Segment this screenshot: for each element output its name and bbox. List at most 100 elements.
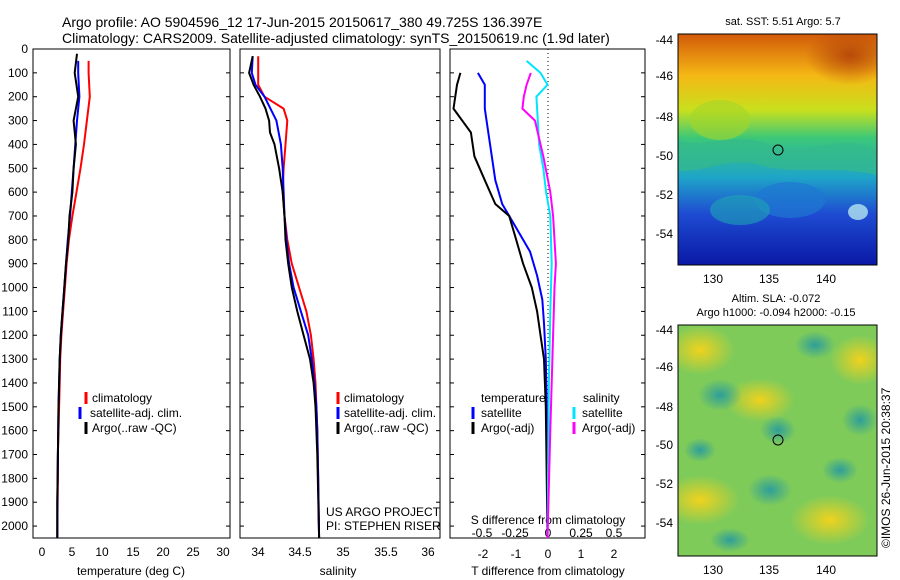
sst-lat-label: -46	[656, 69, 674, 83]
sdiff-tick-label: 0.25	[569, 526, 593, 540]
diff-top-ticks: -0.5 -0.25 0 0.25 0.5	[472, 526, 623, 540]
imos-credit: ©IMOS 26-Jun-2015 20:38:37	[879, 387, 893, 548]
pi-note: PI: STEPHEN RISER	[326, 519, 441, 533]
depth-tick-label: 1000	[1, 281, 28, 295]
profile-line-argo-raw-qc	[56, 53, 80, 538]
depth-tick-label: 900	[8, 257, 28, 271]
temp-tick-label: 10	[95, 545, 109, 559]
depth-tick-label: 600	[8, 185, 28, 199]
sst-map-frame	[677, 33, 878, 266]
legend-label: satellite	[481, 406, 522, 420]
sla-lat-label: -48	[656, 400, 674, 414]
sla-map-frame	[677, 324, 878, 557]
profile-line-satellite	[477, 72, 549, 539]
temp-tick-label: 25	[186, 545, 200, 559]
profile-line-argo-adj	[452, 72, 549, 539]
sst-lon-label: 140	[816, 272, 836, 286]
temp-tick-label: 0	[39, 545, 46, 559]
difference-legend: temperature satellite Argo(-adj) salinit…	[471, 391, 635, 435]
depth-tick-label: 1300	[1, 352, 28, 366]
temperature-x-ticks: 0 5 10 15 20 25 30	[39, 545, 230, 559]
header-line2: Climatology: CARS2009. Satellite-adjuste…	[62, 30, 610, 46]
depth-tick-label: 200	[8, 90, 28, 104]
sst-lat-label: -48	[656, 110, 674, 124]
legend-title-temperature: temperature	[481, 391, 546, 405]
argo-location-marker	[772, 434, 784, 446]
profile-line-satellite	[525, 60, 553, 539]
sdiff-tick-label: 0.5	[606, 526, 623, 540]
sla-lon-label: 135	[759, 563, 779, 577]
salinity-x-label: salinity	[320, 564, 357, 578]
sal-tick-label: 36	[421, 545, 435, 559]
profile-line-climatology	[257, 56, 321, 539]
depth-tick-label: 300	[8, 114, 28, 128]
profile-line-satellite-adj-clim	[56, 60, 81, 538]
sal-tick-label: 35.5	[374, 545, 398, 559]
profile-line-satellite-adj-clim	[250, 56, 321, 539]
salinity-legend: climatology satellite-adj. clim. Argo(..…	[326, 391, 441, 533]
legend-label: climatology	[344, 391, 404, 405]
sst-lat-label: -52	[656, 188, 674, 202]
sla-map-title2: Argo h1000: -0.094 h2000: -0.15	[696, 307, 855, 319]
legend-label: climatology	[92, 391, 152, 405]
depth-tick-label: 700	[8, 209, 28, 223]
temp-tick-label: 20	[156, 545, 170, 559]
temperature-panel-frame	[32, 48, 231, 539]
depth-tick-label: 1400	[1, 376, 28, 390]
legend-label: satellite	[582, 406, 623, 420]
sst-lat-label: -54	[656, 227, 674, 241]
legend-label: Argo(..raw -QC)	[344, 421, 429, 435]
sal-tick-label: 34.5	[288, 545, 312, 559]
sla-map-title1: Altim. SLA: -0.072	[732, 293, 821, 305]
temperature-x-label: temperature (deg C)	[77, 564, 185, 578]
sla-lat-label: -52	[656, 477, 674, 491]
tdiff-tick-label: 2	[611, 547, 618, 561]
sla-lon-label: 130	[703, 563, 723, 577]
depth-tick-label: 100	[8, 66, 28, 80]
depth-tick-label: 800	[8, 233, 28, 247]
legend-title-salinity: salinity	[583, 391, 620, 405]
temperature-legend: climatology satellite-adj. clim. Argo(..…	[78, 391, 182, 435]
header-line1: Argo profile: AO 5904596_12 17-Jun-2015 …	[62, 14, 542, 30]
sst-x-ticks: 130 135 140	[703, 272, 836, 286]
depth-tick-label: 1200	[1, 328, 28, 342]
depth-tick-label: 1600	[1, 424, 28, 438]
depth-tick-label: 1100	[2, 304, 28, 318]
sla-map-image	[678, 325, 877, 556]
profile-line-argo-adj	[521, 72, 557, 539]
depth-tick-label: 1500	[1, 400, 28, 414]
sdiff-tick-label: -0.5	[472, 526, 493, 540]
depth-tick-label: 2000	[1, 519, 28, 533]
tdiff-tick-label: 1	[578, 547, 585, 561]
diff-bottom-ticks: -2 -1 0 1 2	[478, 547, 618, 561]
depth-tick-label: 500	[8, 161, 28, 175]
sla-lat-label: -44	[656, 323, 674, 337]
sdiff-tick-label: -0.25	[501, 526, 529, 540]
project-note: US ARGO PROJECT	[326, 505, 441, 519]
depth-axis: 0 100 200 300 400 500 600 700 800 900 1000 1100 1200…	[1, 42, 28, 533]
sst-lat-label: -44	[656, 33, 674, 47]
sla-x-ticks: 130 135 140	[703, 563, 836, 577]
profile-line-argo-raw-qc	[248, 55, 321, 539]
sst-y-ticks: -44 -46 -48 -50 -52 -54	[656, 33, 674, 241]
sla-lat-label: -46	[656, 360, 674, 374]
sla-lon-label: 140	[816, 563, 836, 577]
sst-lon-label: 130	[703, 272, 723, 286]
depth-tick-label: 0	[21, 42, 28, 56]
sla-lat-label: -54	[656, 516, 674, 530]
sst-map-title: sat. SST: 5.51 Argo: 5.7	[725, 16, 841, 28]
sla-y-ticks: -44 -46 -48 -50 -52 -54	[656, 323, 674, 530]
argo-location-marker	[772, 144, 784, 156]
legend-label: satellite-adj. clim.	[90, 406, 182, 420]
legend-label: satellite-adj. clim.	[344, 406, 436, 420]
salinity-panel-frame	[239, 48, 441, 539]
temp-tick-label: 5	[69, 545, 76, 559]
profile-line-climatology	[56, 60, 91, 539]
sst-lon-label: 135	[759, 272, 779, 286]
tdiff-tick-label: -2	[478, 547, 489, 561]
sst-lat-label: -50	[656, 149, 674, 163]
tdiff-x-label: T difference from climatology	[471, 564, 625, 578]
sal-tick-label: 35	[336, 545, 350, 559]
tick-marks	[33, 48, 645, 527]
